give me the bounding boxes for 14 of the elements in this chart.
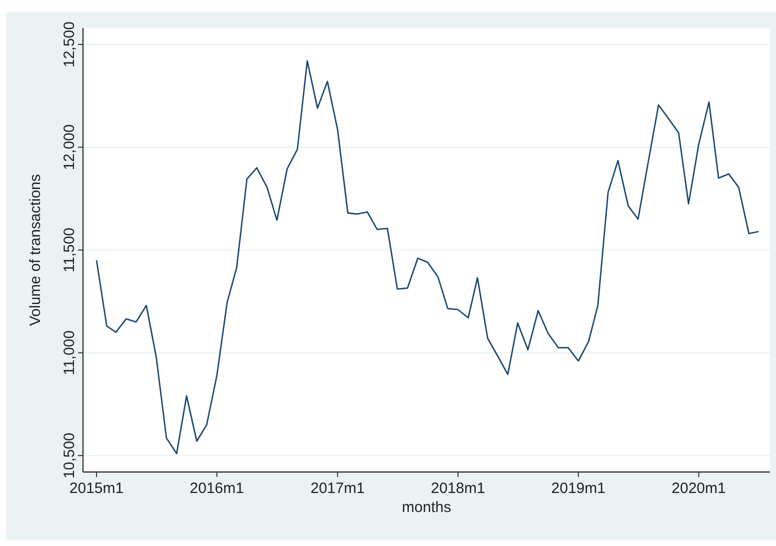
y-tick-label: 12,000 bbox=[61, 124, 78, 170]
y-tick-label: 11,000 bbox=[61, 330, 78, 376]
x-tick-label: 2016m1 bbox=[190, 480, 244, 497]
x-tick-label: 2018m1 bbox=[430, 480, 486, 497]
x-axis-title: months bbox=[402, 499, 452, 516]
line-series bbox=[96, 60, 760, 454]
y-tick-label: 10,500 bbox=[61, 432, 78, 478]
y-tick-label: 11,500 bbox=[61, 228, 78, 272]
y-axis-title: Volume of transactions bbox=[27, 174, 44, 326]
y-tick-label: 12,500 bbox=[61, 22, 78, 68]
x-tick-label: 2020m1 bbox=[672, 480, 726, 497]
x-tick-label: 2019m1 bbox=[551, 480, 606, 497]
x-tick-label: 2017m1 bbox=[310, 480, 365, 497]
x-tick-label: 2015m1 bbox=[69, 480, 124, 497]
